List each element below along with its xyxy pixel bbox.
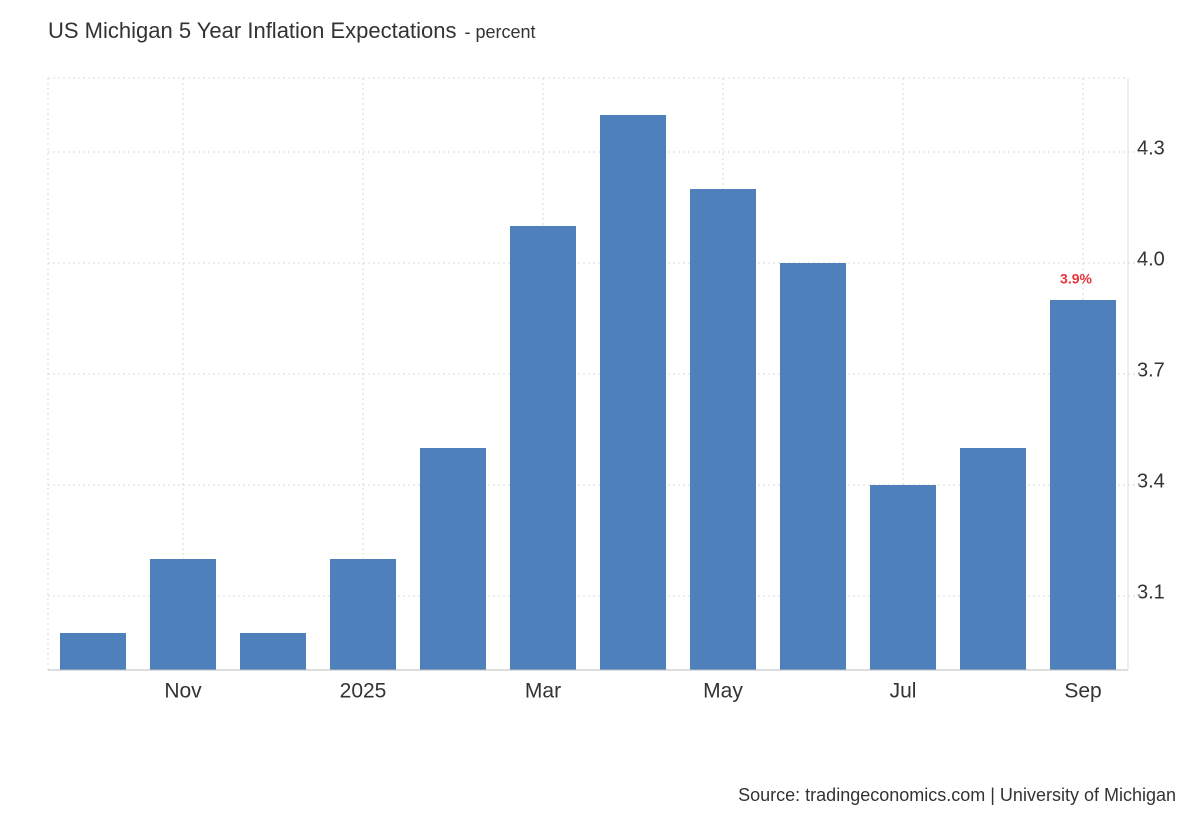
bar — [150, 559, 216, 670]
bar — [240, 633, 306, 670]
x-tick-label: Sep — [1064, 680, 1101, 703]
x-tick-label: Jul — [890, 680, 917, 703]
bar — [510, 226, 576, 670]
y-tick-label: 4.3 — [1137, 137, 1165, 159]
bar — [960, 448, 1026, 670]
x-tick-label: Mar — [525, 680, 561, 703]
y-tick-label: 3.4 — [1137, 470, 1165, 492]
bar — [690, 189, 756, 670]
chart-subtitle: - percent — [464, 22, 535, 42]
bar — [1050, 300, 1116, 670]
bar — [330, 559, 396, 670]
bar — [780, 263, 846, 670]
bar — [420, 448, 486, 670]
chart-title: US Michigan 5 Year Inflation Expectation… — [48, 18, 456, 43]
x-tick-label: May — [703, 680, 743, 703]
x-tick-label: Nov — [164, 680, 202, 703]
x-tick-label: 2025 — [340, 680, 387, 703]
source: Source: tradingeconomics.com | Universit… — [738, 785, 1176, 805]
y-tick-label: 3.7 — [1137, 359, 1165, 381]
bar — [60, 633, 126, 670]
y-tick-label: 4.0 — [1137, 248, 1165, 270]
y-tick-label: 3.1 — [1137, 581, 1165, 603]
value-label: 3.9% — [1060, 271, 1092, 287]
bar — [870, 485, 936, 670]
bar — [600, 115, 666, 670]
